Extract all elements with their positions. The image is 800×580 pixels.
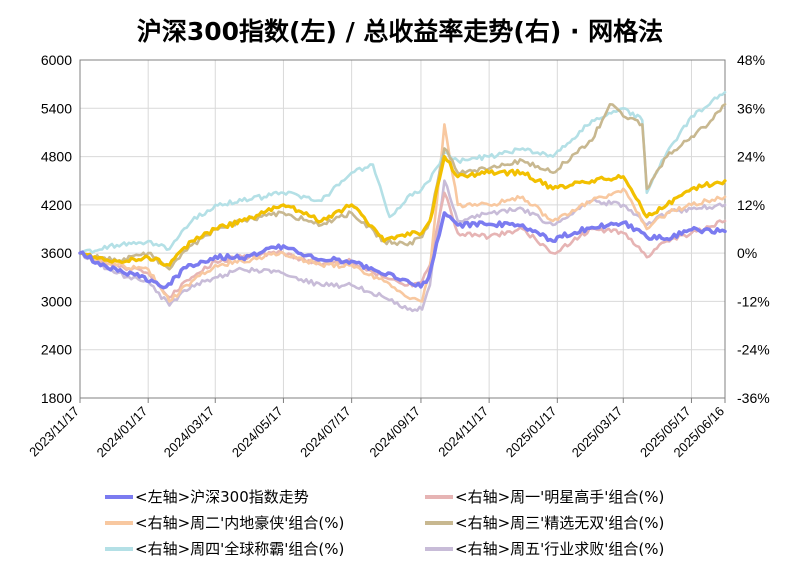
y-left-tick-label: 1800 — [41, 390, 72, 406]
legend: <左轴>沪深300指数走势 <右轴>周一'明星高手'组合(%) <右轴>周二'内地豪… — [105, 488, 664, 558]
plot-area — [79, 59, 726, 399]
legend-label: <左轴>沪深300指数走势 — [135, 488, 309, 506]
y-left-tick-label: 6000 — [41, 52, 72, 68]
series-line-2 — [78, 123, 727, 303]
y-right-tick-label: -12% — [737, 293, 770, 309]
y-left-tick-label: 3600 — [41, 245, 72, 261]
legend-label: <右轴>周四'全球称霸'组合(%) — [135, 540, 344, 558]
legend-label: <右轴>周三'精选无双'组合(%) — [455, 514, 664, 532]
y-left-tick-label: 5400 — [41, 100, 72, 116]
x-tick-label: 2024/01/17 — [94, 404, 151, 461]
series-line-3 — [78, 103, 727, 271]
y-right-tick-label: -24% — [737, 342, 770, 358]
y-right-tick-label: 36% — [737, 100, 765, 116]
x-axis: 2023/11/17 2024/01/17 2024/03/17 2024/05/17… — [26, 398, 727, 460]
y-axis-right: 48% 36% 24% 12% 0% -12% -24% -36% — [737, 52, 770, 406]
x-tick-label: 2024/11/17 — [435, 404, 491, 460]
y-left-tick-label: 2400 — [41, 342, 72, 358]
series-line-0 — [78, 211, 727, 290]
x-tick-label: 2023/11/17 — [26, 404, 82, 460]
legend-label: <右轴>周一'明星高手'组合(%) — [455, 488, 664, 506]
series-line-1 — [78, 191, 727, 299]
y-right-tick-label: 0% — [737, 245, 757, 261]
y-right-tick-label: 48% — [737, 52, 765, 68]
y-left-tick-label: 4200 — [41, 197, 72, 213]
legend-label: <右轴>周二'内地豪侠'组合(%) — [135, 514, 344, 532]
x-tick-label: 2025/01/17 — [503, 404, 560, 461]
chart-title: 沪深300指数(左) / 总收益率走势(右) · 网格法 — [137, 17, 663, 46]
x-tick-label: 2025/03/17 — [569, 404, 626, 461]
series-layer — [78, 90, 727, 313]
y-left-tick-label: 4800 — [41, 149, 72, 165]
series-line-5 — [78, 179, 727, 313]
y-axis-left: 6000 5400 4800 4200 3600 3000 2400 1800 — [41, 52, 72, 406]
y-right-tick-label: -36% — [737, 390, 770, 406]
legend-label: <右轴>周五'行业求败'组合(%) — [455, 540, 664, 558]
series-line-6 — [78, 155, 727, 267]
x-tick-label: 2024/07/17 — [297, 404, 354, 461]
y-right-tick-label: 24% — [737, 149, 765, 165]
y-right-tick-label: 12% — [737, 197, 765, 213]
x-tick-label: 2024/09/17 — [366, 404, 423, 461]
series-line-4 — [78, 90, 727, 255]
y-left-tick-label: 3000 — [41, 293, 72, 309]
x-tick-label: 2024/05/17 — [229, 404, 286, 461]
x-tick-label: 2024/03/17 — [161, 404, 218, 461]
